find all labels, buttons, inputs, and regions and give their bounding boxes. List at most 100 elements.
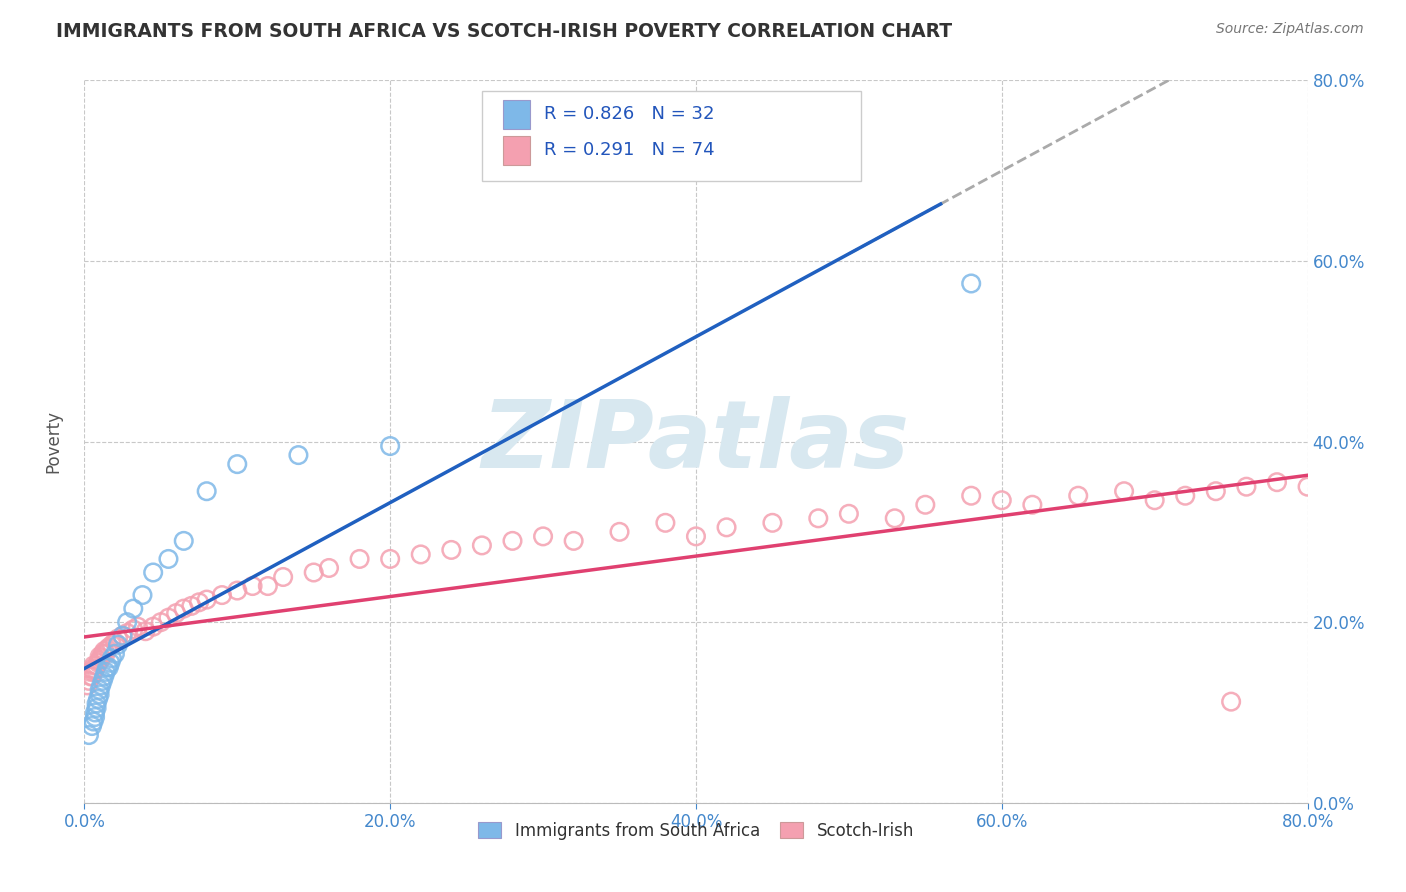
Point (86, 658, 108, 673)
Point (1205, 484, 1227, 499)
Point (685, 529, 707, 543)
Point (122, 623, 145, 637)
Point (96, 642, 118, 657)
Point (97, 660, 120, 674)
Point (115, 626, 138, 640)
Point (127, 620, 149, 634)
Text: R = 0.826   N = 32: R = 0.826 N = 32 (544, 105, 714, 123)
Point (188, 595, 211, 609)
Point (1236, 480, 1258, 494)
Point (883, 511, 905, 525)
Point (93, 669, 115, 683)
Point (271, 570, 294, 584)
Point (94, 665, 117, 679)
Point (122, 601, 145, 615)
Point (1174, 489, 1197, 503)
Y-axis label: Poverty: Poverty (45, 410, 63, 473)
Point (80, 662, 103, 676)
Point (111, 629, 134, 643)
Point (107, 638, 129, 652)
Point (380, 439, 402, 453)
Point (90, 678, 112, 692)
Point (195, 592, 218, 607)
Point (211, 588, 233, 602)
Point (104, 647, 127, 661)
Point (165, 606, 187, 620)
Point (287, 448, 309, 462)
Point (91, 647, 114, 661)
Point (83, 665, 105, 679)
Point (111, 629, 134, 643)
Point (84, 706, 107, 720)
Point (89, 649, 111, 664)
Point (77, 728, 100, 742)
Point (440, 542, 463, 557)
Point (562, 533, 585, 548)
Point (1372, 480, 1395, 494)
Point (90, 651, 112, 665)
Point (1021, 498, 1043, 512)
Point (93, 644, 115, 658)
Point (1296, 480, 1319, 494)
Point (991, 493, 1014, 508)
Point (101, 651, 124, 665)
Point (86, 697, 108, 711)
Point (302, 566, 325, 580)
Text: ZIPatlas: ZIPatlas (482, 395, 910, 488)
Point (226, 457, 249, 471)
Point (1327, 482, 1350, 496)
Point (135, 624, 157, 639)
Point (76, 678, 98, 692)
Point (226, 583, 249, 598)
Point (91, 673, 114, 688)
Point (173, 601, 195, 615)
Bar (503, 100, 530, 128)
Point (87, 692, 110, 706)
Point (96, 660, 118, 674)
Point (318, 561, 340, 575)
Text: Source: ZipAtlas.com: Source: ZipAtlas.com (1216, 22, 1364, 37)
Point (380, 552, 402, 566)
Point (609, 524, 631, 539)
Point (142, 620, 165, 634)
Point (80, 719, 103, 733)
Point (101, 638, 124, 652)
Legend: Immigrants from South Africa, Scotch-Irish: Immigrants from South Africa, Scotch-Iri… (471, 815, 921, 847)
Point (173, 533, 195, 548)
Point (257, 579, 280, 593)
Point (87, 656, 110, 670)
Point (142, 566, 165, 580)
Point (531, 529, 554, 543)
Point (77, 673, 100, 688)
Point (960, 489, 983, 503)
Point (761, 516, 783, 530)
Bar (503, 136, 530, 165)
Point (80, 669, 103, 683)
Point (1265, 475, 1288, 490)
Point (502, 533, 524, 548)
Point (716, 520, 738, 534)
Point (807, 511, 830, 525)
Point (1067, 489, 1090, 503)
Point (471, 538, 494, 552)
Text: IMMIGRANTS FROM SOUTH AFRICA VS SCOTCH-IRISH POVERTY CORRELATION CHART: IMMIGRANTS FROM SOUTH AFRICA VS SCOTCH-I… (56, 22, 952, 41)
Point (131, 588, 153, 602)
Point (104, 635, 127, 649)
Point (83, 714, 105, 729)
Text: R = 0.291   N = 74: R = 0.291 N = 74 (544, 141, 714, 160)
Point (157, 610, 180, 624)
Point (838, 507, 860, 521)
Point (97, 640, 120, 655)
Point (149, 615, 172, 630)
Point (98, 656, 121, 670)
Point (242, 579, 264, 593)
Point (115, 615, 138, 630)
Point (1114, 484, 1136, 499)
Point (180, 599, 202, 613)
Point (86, 701, 108, 715)
Point (409, 548, 432, 562)
FancyBboxPatch shape (482, 91, 860, 181)
Point (1143, 493, 1166, 508)
Point (914, 498, 936, 512)
Point (79, 669, 101, 683)
